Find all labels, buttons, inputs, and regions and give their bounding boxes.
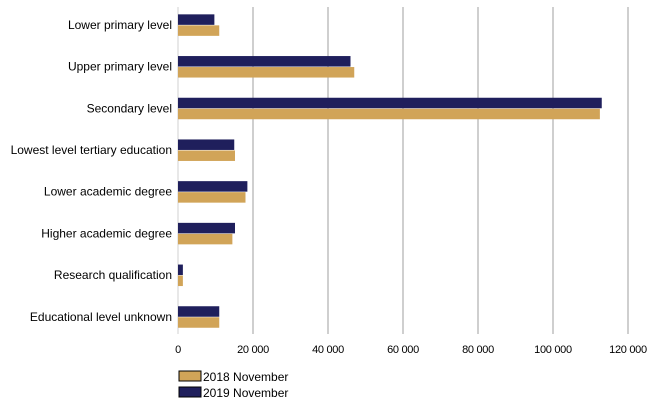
x-tick-label-0: 0 xyxy=(175,344,181,356)
bar-2019-november-1 xyxy=(178,56,351,67)
legend-swatch-1 xyxy=(178,386,202,398)
category-label-5: Higher academic degree xyxy=(41,226,172,240)
category-label-2: Secondary level xyxy=(87,101,172,115)
bar-2018-november-4 xyxy=(178,192,246,203)
x-tick-label-6: 120 000 xyxy=(609,344,647,356)
category-label-3: Lowest level tertiary education xyxy=(11,143,172,157)
legend-label-0: 2018 November xyxy=(203,370,288,384)
bar-2018-november-2 xyxy=(178,108,600,120)
bar-2019-november-2 xyxy=(178,97,602,109)
bars xyxy=(178,14,602,328)
x-tick-label-1: 20 000 xyxy=(237,344,269,356)
bar-2019-november-7 xyxy=(178,306,220,317)
category-label-4: Lower academic degree xyxy=(44,185,172,199)
bar-2019-november-5 xyxy=(178,222,235,234)
x-tick-labels: 0 20 000 40 000 60 000 80 000 100 000 120 000 xyxy=(175,344,647,356)
x-tick-label-4: 80 000 xyxy=(462,344,494,356)
category-label-7: Educational level unknown xyxy=(30,310,172,324)
bar-2018-november-5 xyxy=(178,233,233,245)
bar-2019-november-0 xyxy=(178,14,215,25)
bar-2019-november-4 xyxy=(178,181,248,192)
category-label-0: Lower primary level xyxy=(68,18,172,32)
x-tick-label-3: 60 000 xyxy=(387,344,419,356)
bar-2018-november-7 xyxy=(178,317,220,328)
legend-swatch-0 xyxy=(178,370,202,382)
bar-2018-november-6 xyxy=(178,275,183,287)
legend: 2018 November 2019 November xyxy=(178,370,288,400)
category-label-6: Research qualification xyxy=(54,268,172,282)
bar-2018-november-1 xyxy=(178,67,355,78)
bar-2019-november-3 xyxy=(178,139,235,150)
bar-2018-november-0 xyxy=(178,25,220,36)
x-tick-label-5: 100 000 xyxy=(534,344,572,356)
bar-2019-november-6 xyxy=(178,264,183,276)
category-label-1: Upper primary level xyxy=(68,60,172,74)
legend-label-1: 2019 November xyxy=(203,386,288,400)
category-labels: Lower primary level Upper primary level Se… xyxy=(11,18,173,324)
bar-2018-november-3 xyxy=(178,150,235,161)
x-tick-label-2: 40 000 xyxy=(312,344,344,356)
